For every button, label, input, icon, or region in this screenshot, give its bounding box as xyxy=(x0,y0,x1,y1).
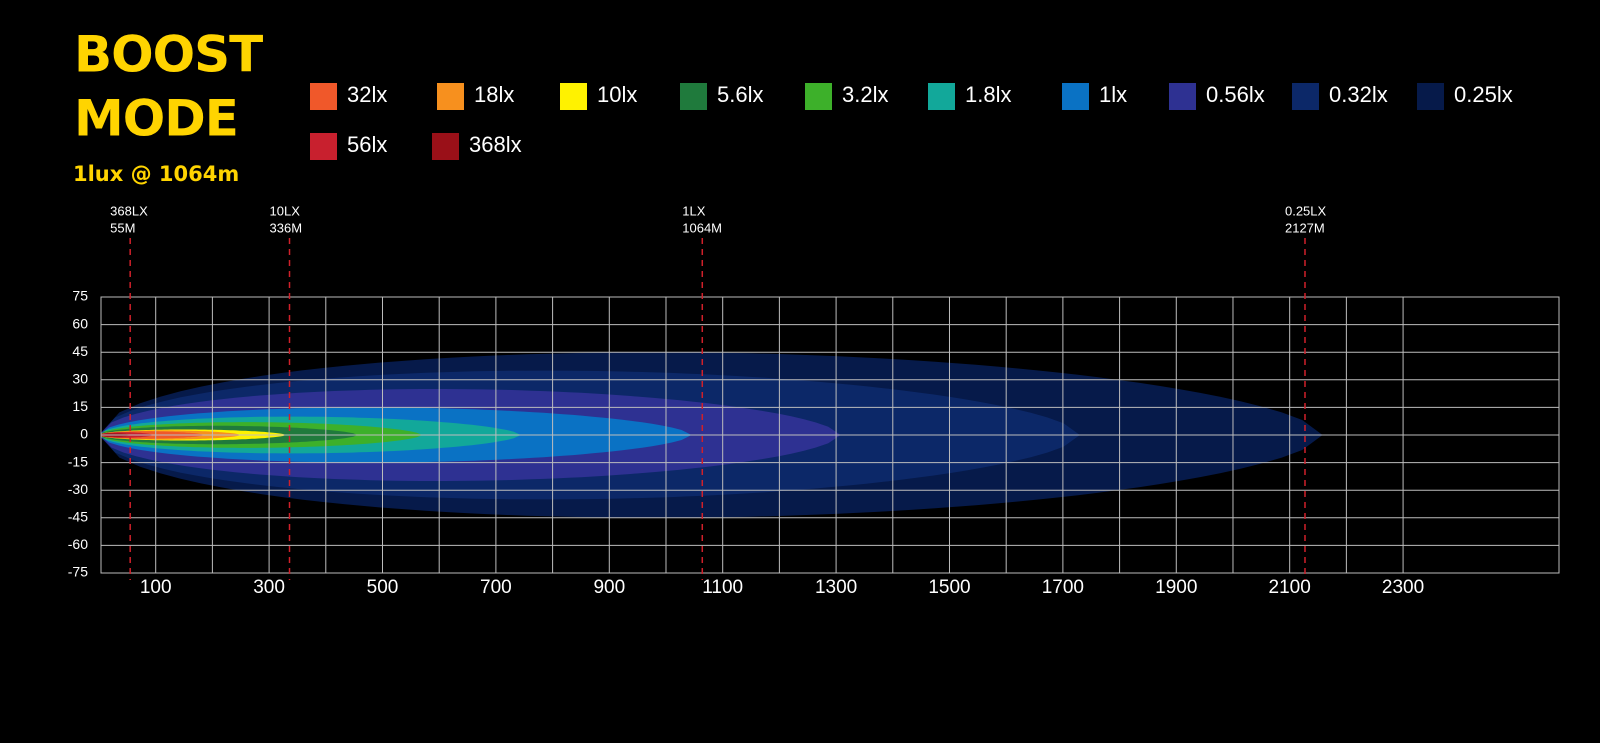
y-tick-label: 15 xyxy=(72,398,88,414)
x-tick-label: 1500 xyxy=(928,577,970,598)
legend-swatch xyxy=(310,133,337,160)
y-tick-label: 0 xyxy=(80,426,88,442)
x-tick-label: 1900 xyxy=(1155,577,1197,598)
legend-swatch xyxy=(928,83,955,110)
plot-frame xyxy=(100,296,1560,574)
x-tick-label: 2300 xyxy=(1382,577,1424,598)
chart-title: BOOST xyxy=(74,26,263,84)
legend-label: 0.25lx xyxy=(1454,82,1513,107)
legend-swatch xyxy=(680,83,707,110)
legend-label: 1.8lx xyxy=(965,82,1011,107)
x-tick-label: 1100 xyxy=(702,577,743,598)
legend-swatch xyxy=(1417,83,1444,110)
legend-swatch xyxy=(437,83,464,110)
x-tick-label: 700 xyxy=(480,577,512,598)
y-tick-label: -60 xyxy=(68,536,88,552)
legend-label: 368lx xyxy=(469,132,522,157)
x-tick-label: 900 xyxy=(593,577,625,598)
legend-label: 0.32lx xyxy=(1329,82,1388,107)
legend-swatch xyxy=(805,83,832,110)
y-tick-label: -15 xyxy=(68,453,88,469)
legend-label: 10lx xyxy=(597,82,637,107)
y-tick-label: 60 xyxy=(72,315,88,331)
annotation-label: 368LX xyxy=(110,203,148,218)
annotation-label: 10LX xyxy=(270,203,301,218)
x-tick-label: 500 xyxy=(367,577,399,598)
x-tick-label: 1700 xyxy=(1042,577,1084,598)
legend-label: 1lx xyxy=(1099,82,1127,107)
x-tick-label: 300 xyxy=(253,577,285,598)
legend-label: 5.6lx xyxy=(717,82,763,107)
annotation-label: 0.25LX xyxy=(1285,203,1327,218)
x-tick-label: 2100 xyxy=(1269,577,1311,598)
y-tick-label: -45 xyxy=(68,509,88,525)
annotation-label: 55M xyxy=(110,220,135,235)
legend-label: 32lx xyxy=(347,82,387,107)
y-tick-label: 75 xyxy=(72,288,88,304)
legend-swatch xyxy=(1292,83,1319,110)
x-tick-label: 1300 xyxy=(815,577,857,598)
annotation-label: 336M xyxy=(270,220,303,235)
legend-swatch xyxy=(432,133,459,160)
legend-swatch xyxy=(560,83,587,110)
y-tick-label: 30 xyxy=(72,371,88,387)
legend-swatch xyxy=(1062,83,1089,110)
chart-subtitle: 1lux @ 1064m xyxy=(73,162,239,186)
legend-label: 3.2lx xyxy=(842,82,888,107)
legend-label: 0.56lx xyxy=(1206,82,1265,107)
y-tick-label: -30 xyxy=(68,481,88,497)
annotation-label: 1064M xyxy=(682,220,722,235)
legend-label: 56lx xyxy=(347,132,387,157)
x-tick-label: 100 xyxy=(140,577,172,598)
y-tick-label: -75 xyxy=(68,564,88,580)
annotation-label: 1LX xyxy=(682,203,705,218)
annotation-label: 2127M xyxy=(1285,220,1325,235)
y-tick-label: 45 xyxy=(72,343,88,359)
chart-title: MODE xyxy=(74,90,238,148)
legend-swatch xyxy=(1169,83,1196,110)
legend-swatch xyxy=(310,83,337,110)
legend-label: 18lx xyxy=(474,82,514,107)
